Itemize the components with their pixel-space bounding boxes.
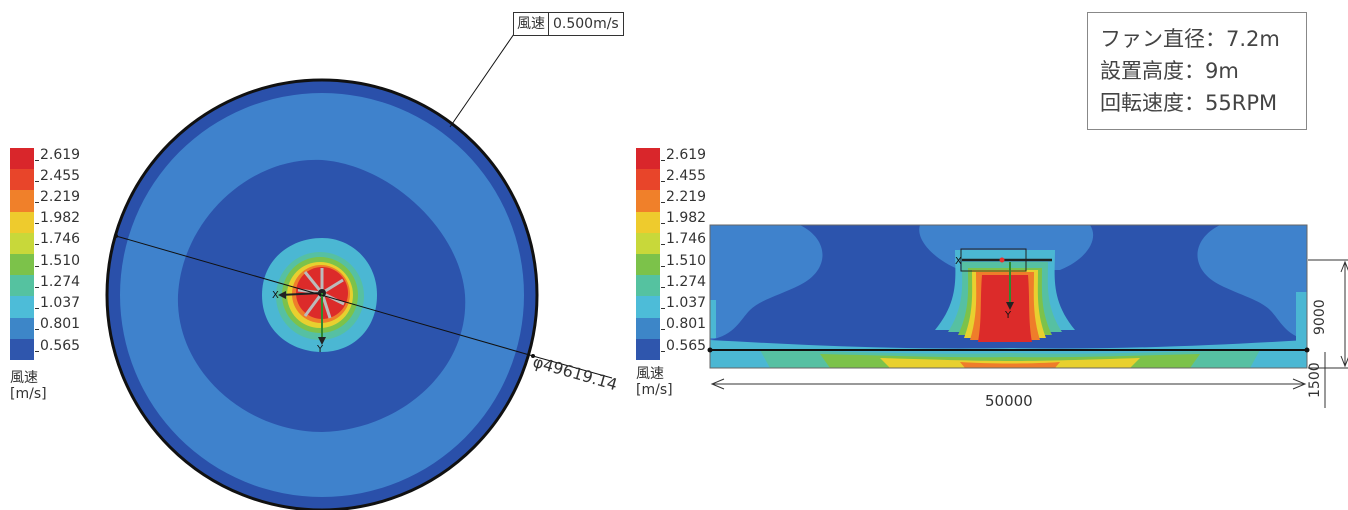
legend-tick: 1.746 [660, 231, 707, 247]
legend-left-colorbar [10, 148, 34, 360]
svg-text:X: X [272, 290, 279, 301]
legend-tick: 2.455 [660, 168, 707, 184]
legend-tick: 0.801 [660, 316, 707, 332]
speed-callout: 風速 0.500m/s [513, 12, 624, 36]
legend-swatch [636, 338, 660, 360]
legend-swatch [10, 338, 34, 360]
legend-swatch [636, 253, 660, 276]
section-height-label: 9000 [1312, 299, 1328, 335]
diameter-line [115, 235, 541, 359]
legend-swatch [10, 253, 34, 276]
legend-tick: 1.274 [660, 274, 707, 290]
rotation-speed-text: 回転速度：55RPM [1100, 91, 1278, 115]
section-width-label: 50000 [985, 392, 1033, 410]
legend-tick: 0.801 [34, 316, 81, 332]
legend-unit-value: [m/s] [636, 382, 673, 398]
legend-tick: 1.982 [34, 210, 81, 226]
legend-right-colorbar [636, 148, 660, 360]
svg-text:Y: Y [1004, 310, 1012, 321]
legend-tick: 1.746 [34, 231, 81, 247]
legend-tick: 1.037 [660, 295, 707, 311]
legend-tick: 1.037 [34, 295, 81, 311]
legend-tick: 0.565 [34, 338, 81, 354]
legend-left: 2.619 2.455 2.219 1.982 1.746 1.510 1.27… [10, 148, 130, 408]
callout-leader [449, 33, 515, 128]
legend-tick: 1.510 [34, 253, 81, 269]
legend-tick: 1.274 [34, 274, 81, 290]
svg-text:Y: Y [316, 344, 324, 355]
legend-swatch [10, 190, 34, 212]
legend-swatch [636, 211, 660, 233]
legend-swatch [10, 232, 34, 254]
legend-swatch [636, 148, 660, 170]
section-floor-label: 1500 [1307, 362, 1323, 398]
callout-value: 0.500m/s [553, 16, 619, 32]
legend-swatch [636, 296, 660, 318]
legend-swatch [10, 275, 34, 297]
legend-unit-label: 風速 [636, 366, 664, 382]
callout-label: 風速 [514, 13, 549, 35]
legend-tick: 1.510 [660, 253, 707, 269]
plan-view: X Y [105, 33, 613, 510]
fan-diameter-text: ファン直径：7.2m [1100, 27, 1280, 51]
legend-swatch [636, 190, 660, 212]
legend-tick: 2.219 [660, 189, 707, 205]
legend-tick: 2.219 [34, 189, 81, 205]
legend-tick: 1.982 [660, 210, 707, 226]
legend-swatch [636, 169, 660, 191]
spec-info-box: ファン直径：7.2m 設置高度：9m 回転速度：55RPM [1087, 12, 1307, 130]
legend-unit-value: [m/s] [10, 386, 47, 402]
install-height-text: 設置高度：9m [1100, 59, 1239, 83]
legend-unit-label: 風速 [10, 370, 38, 386]
legend-tick: 2.619 [34, 147, 81, 163]
legend-swatch [10, 317, 34, 339]
legend-swatch [636, 232, 660, 254]
legend-swatch [10, 148, 34, 170]
legend-tick: 2.619 [660, 147, 707, 163]
legend-tick: 2.455 [34, 168, 81, 184]
legend-right: 2.619 2.455 2.219 1.982 1.746 1.510 1.27… [636, 148, 756, 408]
legend-swatch [636, 275, 660, 297]
legend-swatch [636, 317, 660, 339]
svg-text:X: X [955, 256, 962, 267]
legend-swatch [10, 169, 34, 191]
legend-swatch [10, 296, 34, 318]
legend-tick: 0.565 [660, 338, 707, 354]
legend-swatch [10, 211, 34, 233]
section-view: X Y [707, 224, 1348, 408]
